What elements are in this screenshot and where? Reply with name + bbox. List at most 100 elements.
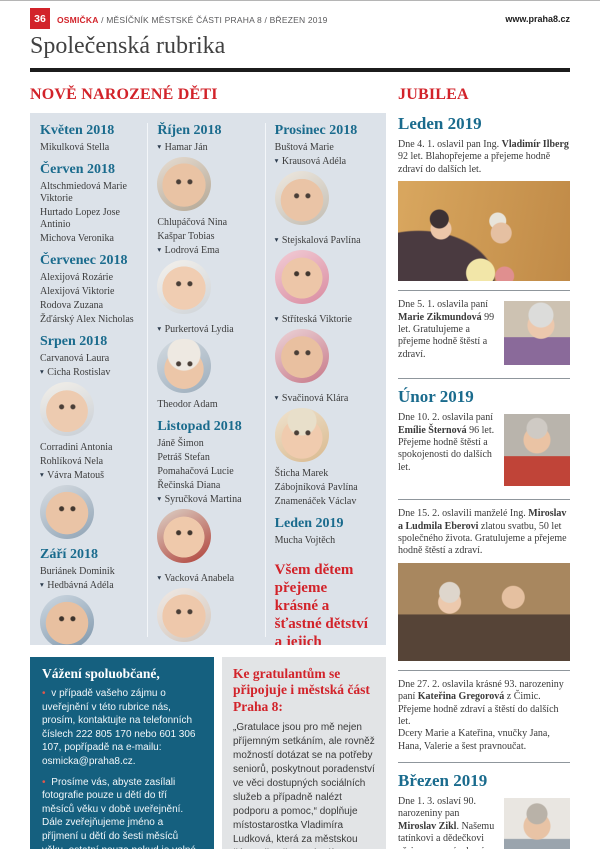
newborn-name: ▾ Vávra Matouš [40,470,105,481]
jubilea-entries: Leden 2019 Dne 4. 1. oslavil pan Ing. Vla… [398,114,570,849]
notice-box: Vážení spoluobčané, • v případě vašeho z… [30,657,214,849]
newborn-name: Mikulková Stella [40,142,110,153]
page-number: 36 [34,12,46,25]
newborn-name: Žďárský Alex Nicholas [40,314,134,325]
title-rule [30,68,570,72]
newborn-name: Kašpar Tobias [157,231,215,242]
notice-bullets: • v případě vašeho zájmu o uveřejnění v … [42,687,202,849]
newborn-name: Šticha Marek [274,468,329,479]
baby-photo [157,509,212,563]
newborns-panel: Květen 2018 Mikulková Stella Červen 2018 Al… [30,113,386,645]
month-heading: Červenec 2018 [40,253,128,268]
jubilee-item: Dne 10. 2. oslavila paní Emílie Šternová… [398,412,570,490]
person-name: Emílie Šternová [398,424,467,436]
month-heading: Květen 2018 [40,123,115,138]
month-heading: Červen 2018 [40,162,116,177]
text-segment: Dne 1. 3. oslaví 90. narozeniny pan [398,796,477,820]
jubilee-item: Dne 1. 3. oslaví 90. narozeniny pan Miro… [398,796,570,849]
down-arrow-icon: ▾ [274,156,279,165]
baby-photo [157,260,212,314]
baby-photo [157,339,212,393]
newborn-name: Alexijová Rozárie [40,272,114,283]
header-rule [0,0,600,1]
newborn-name: ▾ Krausová Adéla [274,156,347,167]
website-url: www.praha8.cz [505,14,570,24]
newborn-name: Altschmiedová Marie Viktorie [40,181,127,204]
jubilee-photo [398,562,570,661]
month-heading: Březen 2019 [398,762,570,791]
person-name: Kateřina Gregorová [417,691,505,703]
jubilee-text: Dne 5. 1. oslavila paní Marie Zikmundová… [398,299,570,361]
jubilee-photo [504,798,570,849]
down-arrow-icon: ▾ [157,324,162,333]
month-heading: Září 2018 [40,547,98,562]
text-segment: Dne 27. 2. oslavila krásné 93. narozenin… [398,678,564,703]
closing-message: Všem dětem přejeme krásné a šťastné děts… [274,562,368,645]
newborn-name: Michova Veronika [40,233,114,244]
bullet-icon: • [42,688,46,699]
issue-info: / MĚSÍČNÍK MĚSTSKÉ ČÁSTI PRAHA 8 / BŘEZE… [98,15,328,25]
jubilea-section: JUBILEA Leden 2019 Dne 4. 1. oslavil pan … [398,86,570,849]
newborn-name: Zábojníková Pavlína [274,482,358,493]
newborn-name: Chlupáčová Nina [157,217,228,228]
jubilee-text: Dne 27. 2. oslavila krásné 93. narozenin… [398,679,570,753]
person-name: Miroslav Zikl [398,820,457,832]
text-segment: zlatou svatbu, 50 let společného života.… [398,520,567,557]
text-segment: 96 let. Přejeme hodně štěstí a spokojeno… [398,424,495,473]
newborn-column: Prosinec 2018 Buštová Marie ▾ Krausová Adé… [264,123,382,645]
jubilee-item: Dne 15. 2. oslavili manželé Ing. Mirosla… [398,499,570,661]
newborn-column: Říjen 2018 ▾ Hamar Ján Chlupáčová Nina Kašp… [147,123,264,642]
newborn-name: Alexijová Viktorie [40,286,115,297]
month-heading: Prosinec 2018 [274,123,358,138]
newborns-heading: NOVĚ NAROZENÉ DĚTI [30,86,218,103]
newborn-name: ▾ Hedbávná Adéla [40,580,114,591]
newborn-name: Znamenáček Václav [274,496,357,507]
jubilee-text: Dne 1. 3. oslaví 90. narozeniny pan Miro… [398,796,570,849]
baby-photo [40,382,94,436]
person-name: Marie Zikmundová [398,311,482,323]
newborn-name: ▾ Vacková Anabela [157,573,235,584]
notice-title: Vážení spoluobčané, [42,666,160,681]
month-heading: Říjen 2018 [157,123,222,138]
newborn-name: ▾ Stříteská Viktorie [274,314,352,325]
month-heading: Únor 2019 [398,378,570,407]
jubilee-text: Dne 15. 2. oslavili manželé Ing. Mirosla… [398,508,570,558]
congrats-text: „Gratulace jsou pro mě nejen příjemným s… [233,722,375,849]
text-segment: Dne 4. 1. oslavil pan Ing. [398,139,502,150]
newborn-name: ▾ Syručková Martina [157,494,242,505]
newborn-name: Hurtado Lopez Jose Antinio [40,207,120,230]
baby-photo [157,588,212,642]
newborn-name: ▾ Cicha Rostislav [40,367,111,378]
newborn-name: Rodova Zuzana [40,300,104,311]
newborn-name: Pomahačová Lucie [157,466,234,477]
down-arrow-icon: ▾ [157,245,162,254]
newborn-name: Petráš Stefan [157,452,210,463]
notice-bullet: • v případě vašeho zájmu o uveřejnění v … [42,687,202,769]
jubilee-photo [504,414,570,487]
text-segment: 99 let. Gratulujeme a přejeme hodně štěs… [398,311,495,360]
down-arrow-icon: ▾ [274,235,279,244]
newborn-column: Květen 2018 Mikulková Stella Červen 2018 Al… [40,123,147,645]
month-heading: Listopad 2018 [157,419,242,434]
newborn-name: ▾ Svačinová Klára [274,393,349,404]
magazine-name: OSMIČKA [57,15,99,25]
masthead: OSMIČKA / MĚSÍČNÍK MĚSTSKÉ ČÁSTI PRAHA 8… [57,15,328,25]
down-arrow-icon: ▾ [157,494,162,503]
jubilee-text: Dne 10. 2. oslavila paní Emílie Šternová… [398,412,570,474]
text-segment: Dne 5. 1. oslavila paní [398,299,488,311]
month-heading: Srpen 2018 [40,334,108,349]
newborn-name: ▾ Lodrová Ema [157,245,220,256]
baby-photo [40,595,94,645]
newborn-name: Theodor Adam [157,399,218,410]
text-segment: Dne 15. 2. oslavili manželé Ing. [398,508,529,520]
down-arrow-icon: ▾ [274,314,279,323]
baby-photo [157,157,212,211]
baby-photo [274,250,329,304]
congrats-title: Ke gratulantům se připojuje i městská čá… [233,666,370,714]
page-number-badge: 36 [30,8,50,29]
newborn-name: ▾ Purkertová Lydia [157,324,234,335]
jubilee-item: Dne 5. 1. oslavila paní Marie Zikmundová… [398,290,570,369]
baby-photo [40,485,94,539]
text-segment: . Našemu tatínkovi a dědečkovi přejeme p… [398,820,495,849]
jubilee-photo [504,301,570,366]
